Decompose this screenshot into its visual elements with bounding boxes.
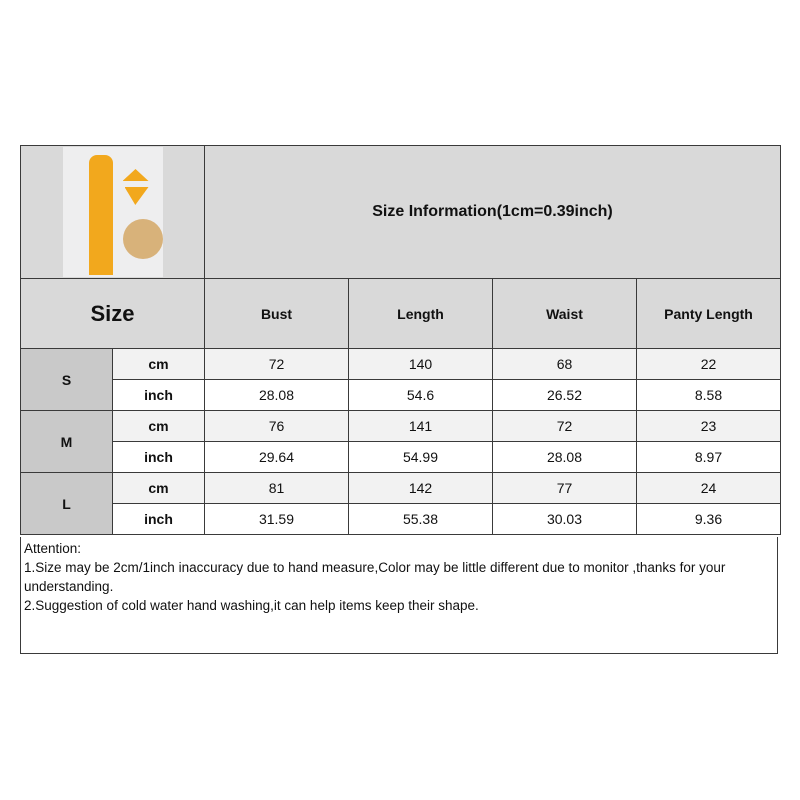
measurement-cell: 72 [492,410,637,442]
table-row: inch 31.59 55.38 30.03 9.36 [21,503,782,535]
measurement-cell: 142 [348,472,493,504]
note-2: 2.Suggestion of cold water hand washing,… [24,598,479,613]
table-row: inch 28.08 54.6 26.52 8.58 [21,379,782,411]
size-label: S [20,348,113,411]
measurement-cell: 8.97 [635,441,782,473]
measurement-cell: 55.38 [348,503,493,535]
hat-image [122,219,163,259]
page-title: Size Information(1cm=0.39inch) [203,145,782,279]
column-header-length: Length [348,278,493,349]
measurement-cell: 23 [635,410,782,442]
table-row: inch 29.64 54.99 28.08 8.97 [21,441,782,473]
measurement-cell: 76 [204,410,349,442]
unit-label: cm [112,472,205,504]
unit-label: inch [112,379,205,411]
column-header-waist: Waist [492,278,637,349]
size-table: Size Information(1cm=0.39inch) Size Bust… [20,145,782,535]
column-header-panty-length: Panty Length [635,278,782,349]
measurement-cell: 68 [492,348,637,380]
measurement-cell: 54.6 [348,379,493,411]
attention-notes: Attention: 1.Size may be 2cm/1inch inacc… [20,537,778,654]
measurement-cell: 141 [348,410,493,442]
measurement-cell: 54.99 [348,441,493,473]
measurement-cell: 26.52 [492,379,637,411]
measurement-cell: 72 [204,348,349,380]
measurement-cell: 28.08 [204,379,349,411]
unit-label: inch [112,503,205,535]
measurement-cell: 30.03 [492,503,637,535]
measurement-cell: 22 [635,348,782,380]
measurement-cell: 77 [492,472,637,504]
measurement-cell: 140 [348,348,493,380]
unit-label: inch [112,441,205,473]
unit-label: cm [112,348,205,380]
measurement-cell: 9.36 [635,503,782,535]
dress-image [88,155,113,275]
measurement-cell: 31.59 [204,503,349,535]
note-1: 1.Size may be 2cm/1inch inaccuracy due t… [24,560,726,594]
product-image [20,145,205,279]
notes-heading: Attention: [24,541,82,556]
size-label: M [20,410,113,473]
size-label: L [20,472,113,535]
measurement-cell: 28.08 [492,441,637,473]
bikini-bottom-image [124,187,149,205]
measurement-cell: 29.64 [204,441,349,473]
measurement-cell: 8.58 [635,379,782,411]
measurement-cell: 81 [204,472,349,504]
bikini-top-image [122,169,149,181]
size-header: Size [20,278,205,349]
unit-label: cm [112,410,205,442]
column-header-bust: Bust [204,278,349,349]
measurement-cell: 24 [635,472,782,504]
